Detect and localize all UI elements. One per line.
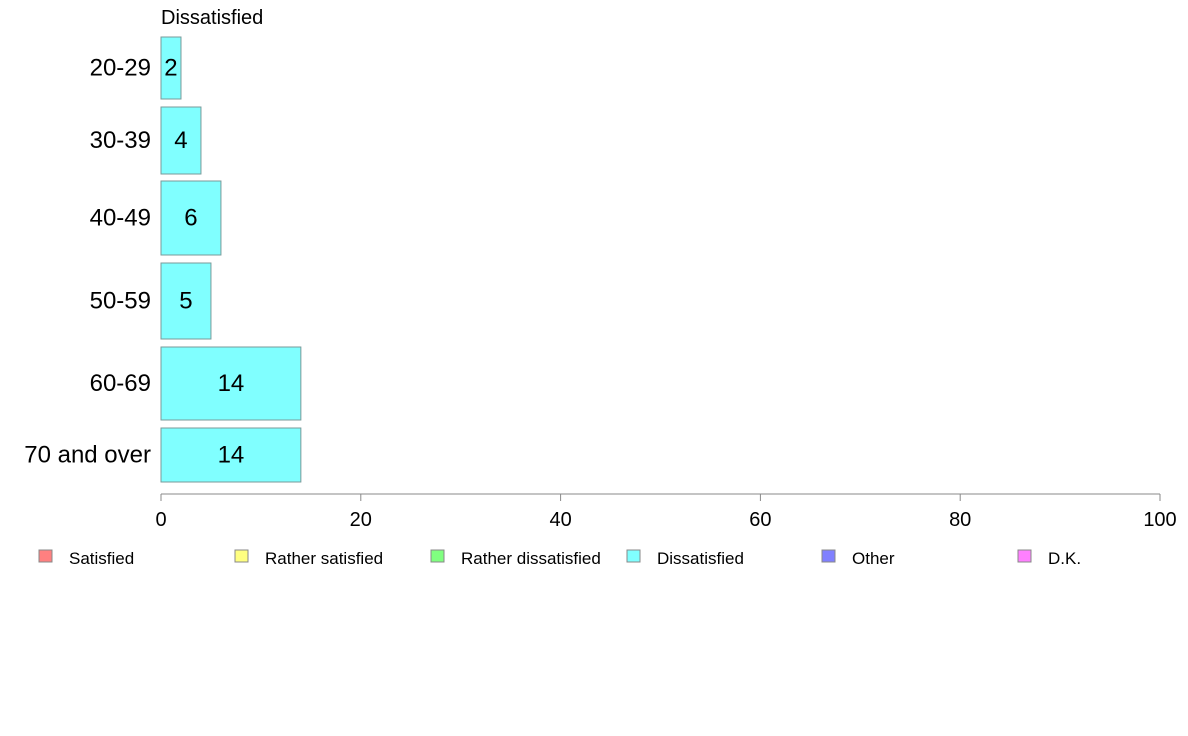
- bar: [160, 180, 222, 256]
- category-labels: 20-29 30-39 40-49 50-59 60-69 70 and over: [24, 55, 151, 469]
- legend: Satisfied Rather satisfied Rather dissatis…: [38, 549, 1081, 568]
- category-label: 70 and over: [24, 442, 151, 469]
- legend-label: Other: [852, 549, 895, 568]
- x-tick-label: 60: [749, 509, 771, 531]
- x-tick-label: 0: [155, 509, 166, 531]
- x-tick-label: 20: [350, 509, 372, 531]
- category-label: 20-29: [90, 55, 151, 82]
- legend-swatch: [626, 549, 641, 563]
- x-tick-label: 100: [1143, 509, 1176, 531]
- panel-title: Dissatisfied: [161, 7, 263, 29]
- bar: [160, 427, 302, 483]
- bar: [160, 106, 202, 175]
- bar: [160, 36, 182, 100]
- x-tick-label: 80: [949, 509, 971, 531]
- value-label: 5: [179, 288, 192, 315]
- category-label: 40-49: [90, 205, 151, 232]
- value-label: 14: [218, 370, 245, 397]
- legend-label: Dissatisfied: [657, 549, 744, 568]
- legend-label: Rather satisfied: [265, 549, 383, 568]
- value-labels: 2 4 6 5 14 14: [164, 55, 244, 469]
- legend-label: D.K.: [1048, 549, 1081, 568]
- category-label: 60-69: [90, 370, 151, 397]
- bar: [160, 346, 302, 421]
- category-label: 50-59: [90, 288, 151, 315]
- value-label: 6: [184, 205, 197, 232]
- x-tick-label: 40: [549, 509, 571, 531]
- value-label: 4: [174, 127, 187, 154]
- legend-swatch: [38, 549, 53, 563]
- value-label: 2: [164, 55, 177, 82]
- legend-swatch: [234, 549, 249, 563]
- legend-label: Rather dissatisfied: [461, 549, 601, 568]
- legend-swatch: [1017, 549, 1032, 563]
- legend-label: Satisfied: [69, 549, 134, 568]
- value-label: 14: [218, 442, 245, 469]
- legend-swatch: [430, 549, 445, 563]
- x-axis: 0 20 40 60 80 100: [155, 493, 1177, 531]
- bar: [160, 262, 212, 340]
- legend-swatch: [821, 549, 836, 563]
- category-label: 30-39: [90, 127, 151, 154]
- bars: [160, 36, 302, 483]
